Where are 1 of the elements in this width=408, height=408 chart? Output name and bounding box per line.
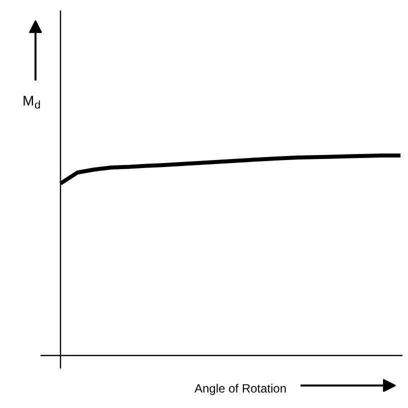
- x-axis-title: Angle of Rotation: [194, 382, 287, 396]
